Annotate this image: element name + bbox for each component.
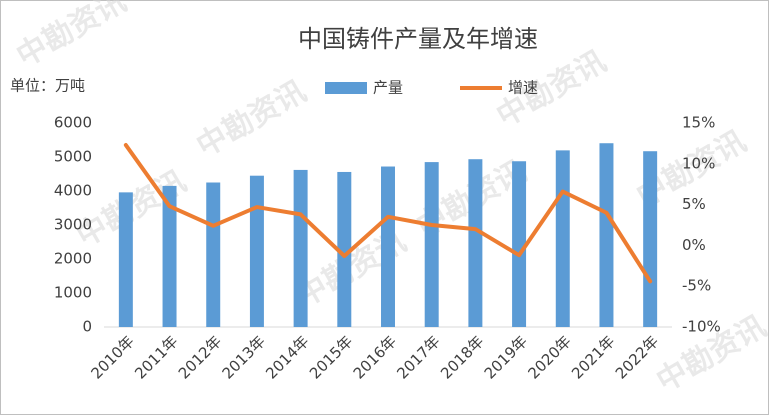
y-tick-label: 0 <box>82 318 92 336</box>
bar <box>468 159 483 327</box>
y-tick-label: 2000 <box>54 250 92 268</box>
bar <box>599 143 614 327</box>
bar <box>381 166 395 327</box>
y2-tick-label: 5% <box>682 195 706 213</box>
y2-tick-label: 0% <box>682 236 706 254</box>
bar <box>512 161 527 327</box>
unit-label: 单位：万吨 <box>10 77 85 95</box>
y-tick-label: 5000 <box>54 148 92 166</box>
bar <box>118 192 133 327</box>
legend-label: 产量 <box>373 79 403 97</box>
y-tick-label: 4000 <box>54 182 92 200</box>
y2-tick-label: 15% <box>682 114 715 132</box>
bar <box>206 182 221 327</box>
y2-tick-label: -5% <box>682 277 711 295</box>
bar <box>293 169 308 327</box>
bar <box>555 150 570 327</box>
chart-title: 中国铸件产量及年增速 <box>298 25 538 53</box>
bar <box>424 162 439 327</box>
bar <box>249 175 264 327</box>
y-tick-label: 6000 <box>54 114 92 132</box>
y2-tick-label: -10% <box>682 318 721 336</box>
y-tick-label: 3000 <box>54 216 92 234</box>
legend-label: 增速 <box>508 79 538 97</box>
y2-tick-label: 10% <box>682 154 715 172</box>
bar <box>337 171 352 327</box>
bar <box>162 185 177 327</box>
bar <box>643 151 658 327</box>
y-tick-label: 1000 <box>54 284 92 302</box>
line <box>123 143 653 284</box>
legend-swatch <box>325 82 367 94</box>
